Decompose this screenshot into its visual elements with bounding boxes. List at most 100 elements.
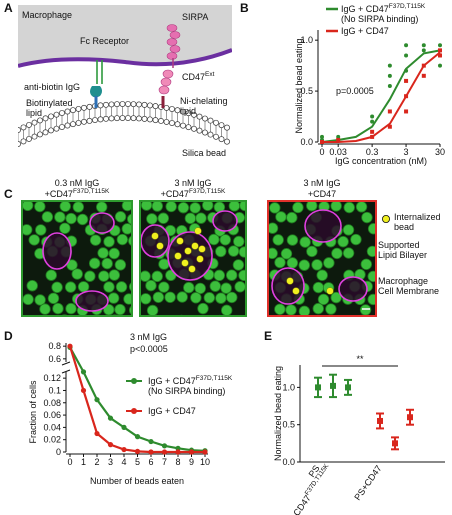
bilayer-bead [299, 236, 311, 248]
bilayer-bead [280, 317, 291, 328]
label-cd47-sup: Ext [205, 71, 215, 78]
lipid-head [81, 118, 87, 125]
bilayer-bead [209, 280, 221, 292]
sirpa-domain [166, 38, 178, 46]
y-axis-label: Normalized bead eating [273, 366, 283, 461]
internalized-bead [176, 237, 184, 245]
bilayer-bead [146, 304, 159, 316]
bilayer-bead [232, 259, 245, 271]
label-fc-receptor: Fc Receptor [80, 36, 129, 46]
bilayer-bead [274, 256, 286, 269]
data-point [148, 438, 154, 445]
image-title: +CD47F37D,T115K [161, 188, 226, 199]
lipid-head [207, 131, 214, 138]
data-point [202, 449, 208, 455]
macrophage-cell [140, 224, 170, 258]
lipid-head [152, 103, 159, 110]
bilayer-bead [215, 245, 227, 258]
panel-letter: D [4, 329, 13, 343]
lipid-head [86, 103, 93, 110]
lipid-head [158, 117, 164, 124]
image-title-sup: F37D,T115K [189, 188, 226, 195]
y-tick-label: 0.08 [43, 398, 61, 408]
bilayer-bead [96, 201, 108, 213]
bilayer-bead [101, 257, 113, 270]
y-tick-label: 0.0 [282, 457, 295, 467]
bilayer-bead [103, 303, 115, 316]
lipid-head [213, 133, 219, 140]
y-tick-label: 1.0 [282, 382, 295, 392]
internalized-bead [174, 252, 182, 260]
bilayer-bead [343, 201, 355, 214]
bilayer-bead [285, 304, 297, 316]
bilayer-bead [330, 201, 342, 212]
bilayer-bead [49, 315, 55, 316]
label-bead: Silica bead [182, 148, 226, 158]
data-point [421, 48, 426, 53]
internalized-bead [191, 242, 199, 250]
bilayer-bead [325, 303, 337, 315]
lipid-head [42, 129, 49, 136]
bilayer-bead [195, 212, 207, 224]
data-point [407, 414, 413, 421]
lipid-head [191, 125, 197, 132]
lipid-head [114, 101, 120, 108]
internalized-bead [198, 245, 206, 253]
data-point [387, 109, 392, 114]
data-point [161, 443, 168, 449]
lipid-head [75, 105, 82, 112]
bilayer-bead [128, 235, 132, 247]
lipid-head [31, 119, 38, 126]
bilayer-bead [286, 234, 299, 246]
bilayer-bead [121, 201, 132, 212]
micrograph-border [139, 200, 247, 317]
sirpa-domain [169, 45, 181, 53]
label-ni-lipid: lipid [180, 106, 196, 116]
bilayer-bead [306, 201, 318, 212]
bilayer-bead [320, 315, 327, 316]
lipid-head [196, 113, 203, 120]
sirpa-domain [166, 24, 178, 32]
bilayer-bead [298, 305, 311, 316]
bilayer-bead [22, 293, 34, 306]
sirpa-domain [166, 52, 178, 60]
bilayer-bead [213, 269, 226, 282]
lipid-head [20, 124, 27, 131]
lipid-head [97, 116, 104, 123]
data-point [370, 134, 375, 139]
bilayer-bead [245, 263, 246, 267]
lipid-head [185, 110, 192, 117]
data-point [175, 449, 181, 455]
bilayer-bead [233, 235, 245, 248]
y-tick-label: 1.0 [300, 35, 313, 45]
lipid-head [125, 115, 131, 121]
bilayer-bead [128, 281, 132, 292]
macrophage-cell [304, 209, 342, 243]
data-point [377, 417, 383, 424]
bilayer-bead [366, 245, 376, 258]
lipid-head [97, 102, 104, 109]
panel-letter: B [240, 1, 249, 15]
lipid-head [64, 108, 71, 115]
data-point [370, 129, 375, 134]
lipid-head [18, 141, 21, 147]
y-tick-label: 0.0 [300, 137, 313, 147]
y-tick-label: 0 [56, 447, 61, 457]
bilayer-bead [274, 303, 286, 315]
data-point [80, 369, 87, 375]
bilayer-bead [312, 281, 325, 294]
bilayer-bead [76, 213, 89, 226]
bilayer-bead [286, 257, 299, 269]
internalized-bead [156, 242, 164, 250]
x-tick-label: 5 [135, 457, 140, 467]
image-legend-label: bead [394, 222, 414, 232]
data-point [438, 63, 442, 68]
bilayer-bead [197, 302, 209, 315]
bilayer-bead [41, 211, 54, 223]
macrophage-cell [212, 210, 238, 232]
lipid-head [53, 125, 60, 132]
image-title: 3 nM IgG [303, 178, 340, 188]
lipid-head [108, 115, 115, 122]
data-point [175, 445, 181, 451]
lipid-head [180, 108, 186, 115]
